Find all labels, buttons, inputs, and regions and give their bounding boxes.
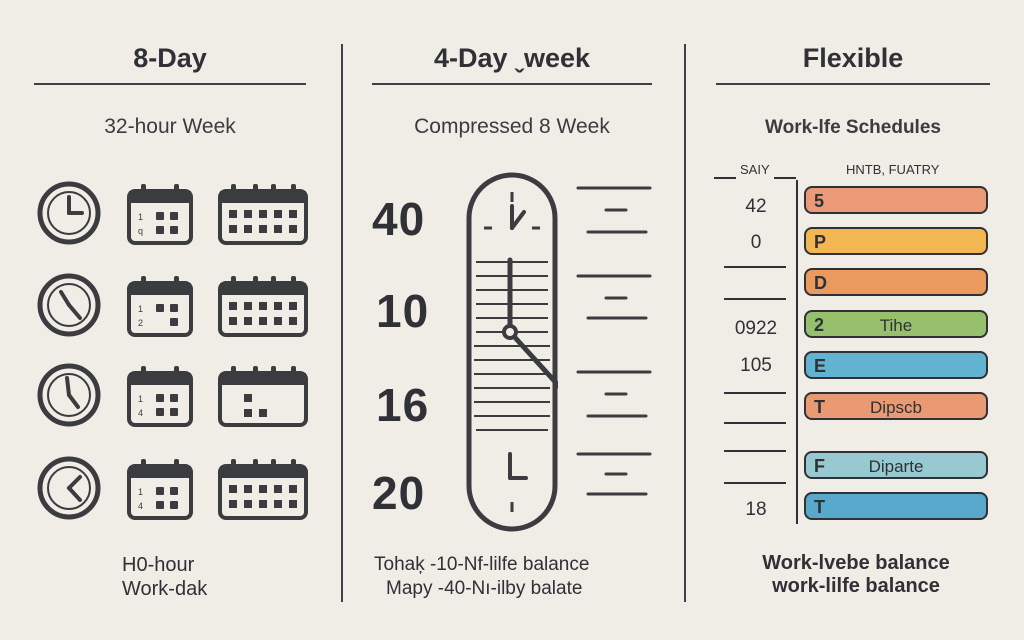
column-divider-left [341, 44, 343, 602]
schedule-bar: 5 [804, 186, 988, 214]
table-header-left: SAIY [740, 162, 770, 177]
row-separator [724, 482, 786, 484]
calendar-mark: 2 [138, 318, 143, 328]
bar-label: Dipscb [870, 398, 922, 417]
bar-code: F [814, 456, 825, 476]
column-divider-right [684, 44, 686, 602]
hours-number: 40 [372, 193, 426, 245]
clock-icon [36, 455, 102, 521]
row-value: 105 [740, 355, 772, 376]
calendar-grid-icon [217, 182, 309, 246]
column-2-title-rule [372, 83, 652, 85]
bar-code: T [814, 397, 825, 417]
column-3-footer-line-2: work-lilfe balance [772, 575, 940, 597]
bar-code: 5 [814, 191, 825, 211]
table-header-tick [714, 177, 736, 179]
calendar-mark: q [138, 226, 143, 236]
row-separator [724, 298, 786, 300]
bar-code: D [814, 273, 827, 293]
calendar-mark: 1 [138, 304, 143, 314]
row-value: 0922 [734, 318, 778, 339]
calendar-grid-icon [217, 457, 309, 521]
schedule-bar: E [804, 351, 988, 379]
row-separator [724, 392, 786, 394]
schedule-bar: T Dipscb [804, 392, 988, 420]
schedule-bar: 2 Tihe [804, 310, 988, 338]
column-1-title-rule [34, 83, 306, 85]
row-separator [724, 266, 786, 268]
row-value: 18 [745, 499, 767, 520]
schedule-bar: T [804, 492, 988, 520]
column-2-footer-line-1: Tohaķ -10-Nf-lilfe balance [374, 554, 590, 575]
clock-icon [36, 362, 102, 428]
hours-number: 20 [372, 467, 426, 519]
clock-icon [36, 180, 102, 246]
bar-code: T [814, 497, 825, 517]
bar-code: P [814, 232, 827, 252]
schedule-bar: D [804, 268, 988, 296]
row-separator [724, 422, 786, 424]
calendar-mark: 1 [138, 212, 143, 222]
schedule-bar: F Diparte [804, 451, 988, 479]
tall-clock-icon [466, 172, 558, 532]
bar-label: Tihe [879, 316, 913, 335]
calendar-mark: 4 [138, 408, 143, 418]
bar-code: 2 [814, 315, 825, 335]
row-separator [724, 450, 786, 452]
calendar-grid-icon [217, 364, 309, 428]
column-1-title: 8-Day [133, 43, 207, 73]
hours-number: 10 [376, 285, 430, 337]
column-3-title: Flexible [802, 43, 904, 73]
calendar-grid-icon [217, 274, 309, 338]
row-value: 42 [745, 196, 767, 217]
table-header-right: HNTB, FUATRY [846, 162, 940, 177]
column-3-title-rule [716, 83, 990, 85]
calendar-mark: 1 [138, 394, 143, 404]
table-vertical-rule [796, 180, 798, 524]
column-2-subtitle: Compressed 8 Week [414, 115, 610, 138]
hours-number: 16 [376, 379, 430, 431]
schedule-bar: P [804, 227, 988, 255]
column-2-footer-line-2: Mapy -40-Nı-ilby balate [386, 578, 583, 599]
calendar-mark: 1 [138, 487, 143, 497]
table-header-tick [774, 177, 796, 179]
calendar-mark: 4 [138, 501, 143, 511]
column-1-footer-line-2: Work-dak [122, 578, 208, 600]
ruler-ticks-icon [576, 184, 656, 534]
column-3-subtitle: Work-lfe Schedules [765, 117, 941, 138]
column-2-title: 4-Day ˬweek [433, 43, 591, 73]
clock-icon [36, 272, 102, 338]
column-1-footer-line-1: H0-hour [122, 554, 195, 576]
column-3-footer-line-1: Work-lvebe balance [762, 552, 950, 574]
bar-code: E [814, 356, 827, 376]
column-1-subtitle: 32-hour Week [104, 115, 236, 138]
bar-label: Diparte [868, 457, 924, 476]
row-value: 0 [750, 232, 762, 253]
